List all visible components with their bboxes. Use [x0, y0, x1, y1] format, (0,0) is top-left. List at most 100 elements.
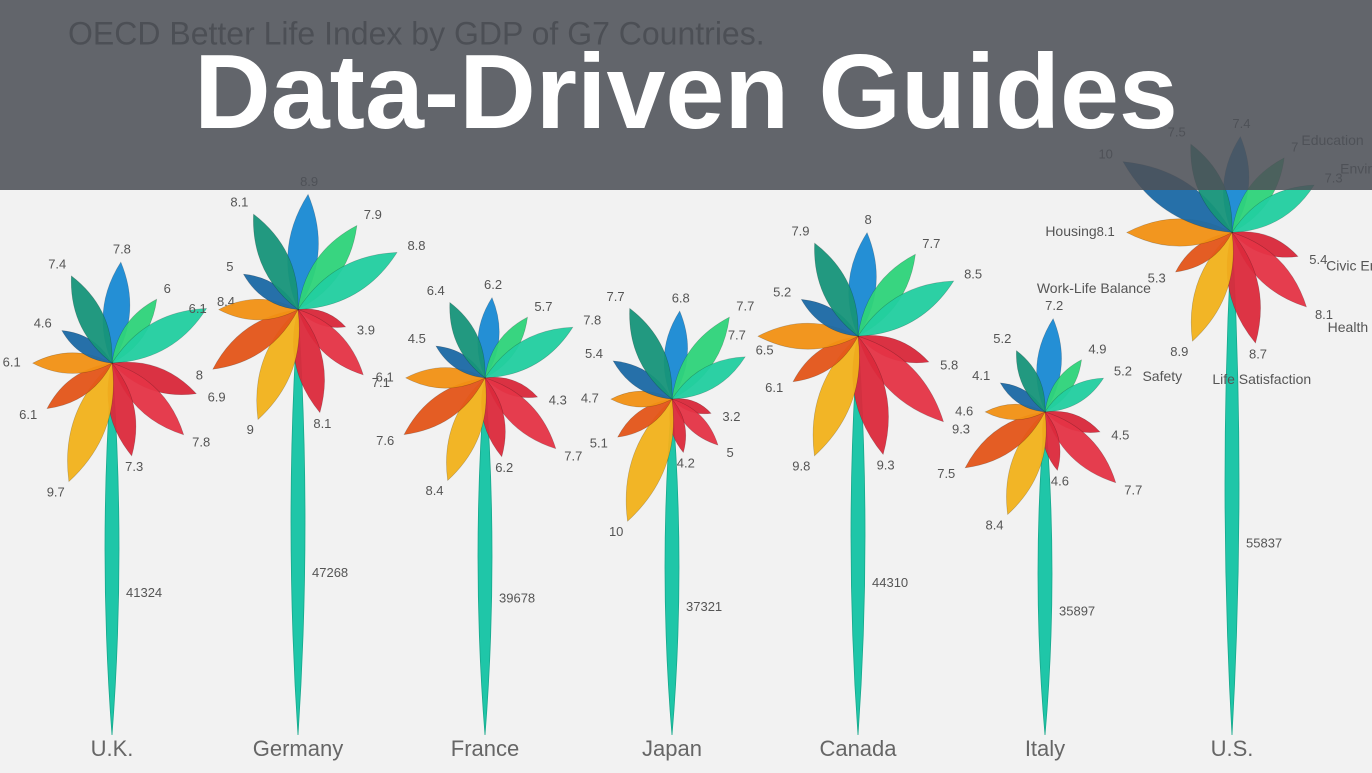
value-label: 3.2 — [722, 409, 740, 424]
petal — [484, 326, 574, 379]
value-label: 6.1 — [19, 407, 37, 422]
value-label: 8.8 — [407, 238, 425, 253]
stem — [1224, 232, 1240, 736]
gdp-label: 55837 — [1246, 535, 1282, 550]
value-label: 4.9 — [1088, 341, 1106, 356]
value-label: 7.3 — [125, 459, 143, 474]
value-label: 5 — [726, 445, 733, 460]
gdp-label: 39678 — [499, 591, 535, 606]
value-label: 8.1 — [313, 416, 331, 431]
value-label: 6.4 — [427, 283, 445, 298]
value-label: 6.1 — [3, 355, 21, 370]
petal — [253, 213, 299, 311]
value-label: 8.1 — [230, 195, 248, 210]
value-label: 7.7 — [736, 299, 754, 314]
country-label: U.S. — [1211, 736, 1254, 761]
value-label: 9.7 — [47, 484, 65, 499]
value-label: 7.5 — [937, 466, 955, 481]
petal — [812, 335, 860, 457]
category-label: Housing — [1045, 223, 1096, 239]
value-label: 6 — [164, 281, 171, 296]
petal — [1044, 377, 1105, 413]
petal — [449, 301, 486, 379]
value-label: 7.4 — [48, 256, 66, 271]
petal — [964, 411, 1046, 469]
value-label: 8.4 — [425, 483, 443, 498]
petal — [111, 308, 208, 364]
stem — [477, 377, 493, 736]
value-label: 8 — [196, 368, 203, 383]
value-label: 8.1 — [1097, 224, 1115, 239]
petal — [629, 307, 673, 400]
value-label: 6.1 — [189, 301, 207, 316]
category-label: Work-Life Balance — [1037, 280, 1151, 296]
banner — [0, 0, 1372, 190]
value-label: 7.1 — [372, 375, 390, 390]
value-label: 8.1 — [1315, 307, 1333, 322]
value-label: 5.4 — [1309, 252, 1327, 267]
value-label: 6.2 — [484, 277, 502, 292]
petal — [70, 275, 113, 364]
petal — [857, 280, 955, 337]
value-label: 9 — [247, 422, 254, 437]
stem — [290, 309, 306, 736]
value-label: 7.6 — [376, 433, 394, 448]
value-label: 8.5 — [964, 266, 982, 281]
value-label: 10 — [609, 524, 623, 539]
value-label: 4.2 — [677, 456, 695, 471]
stem — [104, 363, 120, 736]
stem — [850, 336, 866, 736]
category-label: Life Satisfaction — [1212, 371, 1311, 387]
value-label: 4.6 — [1051, 474, 1069, 489]
value-label: 4.6 — [34, 315, 52, 330]
value-label: 9.8 — [792, 459, 810, 474]
petal — [625, 398, 674, 522]
value-label: 7.7 — [728, 328, 746, 343]
value-label: 7.7 — [607, 289, 625, 304]
value-label: 6.9 — [208, 389, 226, 404]
value-label: 7.8 — [192, 435, 210, 450]
gdp-label: 47268 — [312, 565, 348, 580]
value-label: 7.9 — [364, 207, 382, 222]
value-label: 5 — [226, 259, 233, 274]
value-label: 8.7 — [1249, 346, 1267, 361]
country-label: U.K. — [91, 736, 134, 761]
value-label: 8.4 — [985, 517, 1003, 532]
value-label: 4.3 — [549, 393, 567, 408]
category-label: Health — [1328, 319, 1368, 335]
petal — [671, 356, 746, 400]
value-label: 8 — [864, 212, 871, 227]
value-label: 4.5 — [1111, 427, 1129, 442]
value-label: 9.3 — [952, 422, 970, 437]
country-label: Italy — [1025, 736, 1065, 761]
value-label: 8.9 — [1170, 344, 1188, 359]
value-label: 4.6 — [955, 403, 973, 418]
value-label: 5.2 — [993, 331, 1011, 346]
petal — [1190, 231, 1234, 342]
country-label: Canada — [819, 736, 897, 761]
value-label: 5.7 — [534, 299, 552, 314]
value-label: 7.7 — [922, 236, 940, 251]
petal — [297, 252, 398, 310]
value-label: 6.2 — [495, 460, 513, 475]
country-label: Japan — [642, 736, 702, 761]
value-label: 5.4 — [585, 346, 603, 361]
country-label: France — [451, 736, 519, 761]
value-label: 7.9 — [791, 224, 809, 239]
value-label: 4.5 — [408, 331, 426, 346]
value-label: 5.2 — [773, 284, 791, 299]
value-label: 3.9 — [357, 322, 375, 337]
value-label: 5.2 — [1114, 364, 1132, 379]
value-label: 6.1 — [376, 369, 394, 384]
value-label: 6.5 — [756, 342, 774, 357]
petal — [814, 242, 859, 337]
value-label: 7.8 — [113, 242, 131, 257]
value-label: 5.1 — [590, 435, 608, 450]
country-label: Germany — [253, 736, 343, 761]
value-label: 7.7 — [1124, 483, 1142, 498]
value-label: 6.1 — [765, 380, 783, 395]
value-label: 9.3 — [877, 458, 895, 473]
stem — [664, 399, 680, 736]
gdp-label: 41324 — [126, 585, 162, 600]
